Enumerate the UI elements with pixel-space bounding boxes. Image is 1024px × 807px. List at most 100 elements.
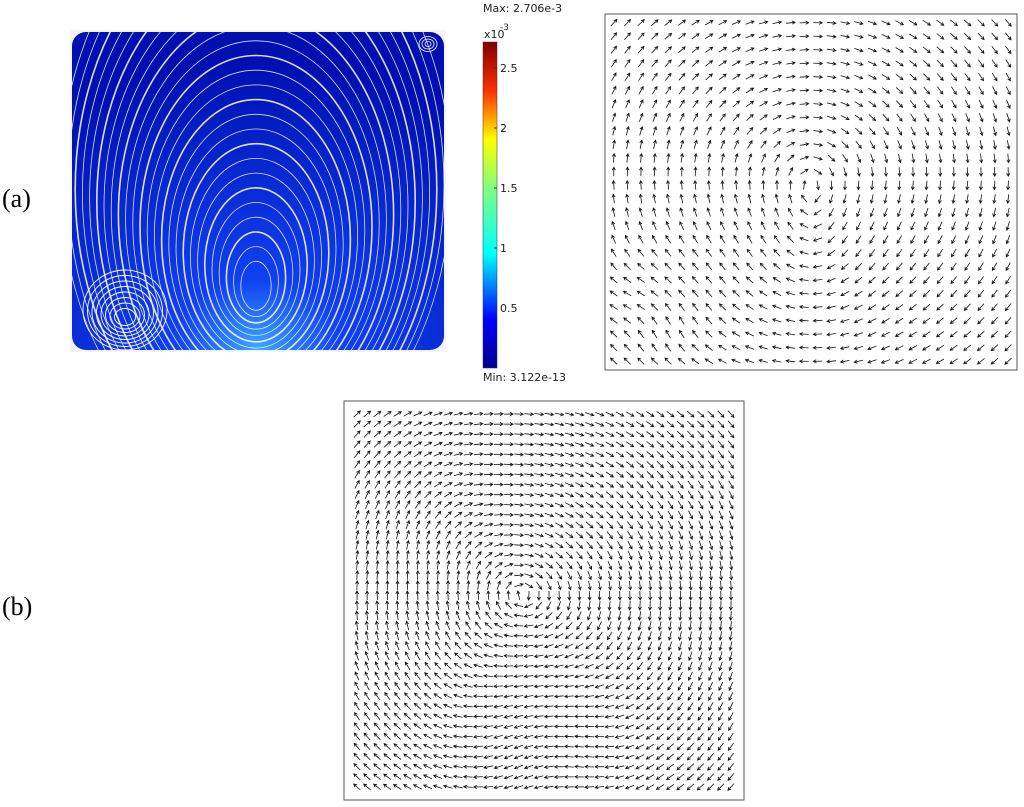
vector-arrow: [413, 764, 422, 770]
vector-arrow: [446, 569, 451, 580]
vector-arrow: [544, 422, 555, 427]
vector-arrow: [594, 764, 605, 769]
vector-arrow: [626, 491, 634, 499]
vector-arrow: [687, 480, 694, 490]
vector-arrow: [759, 74, 769, 80]
vector-arrow: [799, 20, 810, 25]
vector-arrow: [688, 550, 693, 561]
vector-arrow: [637, 520, 643, 530]
vector-arrow: [452, 774, 463, 779]
vector-arrow: [513, 744, 524, 750]
vector-arrow: [699, 550, 703, 561]
vector-arrow: [513, 633, 524, 638]
vector-arrow: [647, 661, 653, 671]
vector-arrow: [405, 640, 410, 651]
vector-arrow: [656, 692, 664, 701]
vector-arrow: [881, 47, 891, 53]
vector-arrow: [363, 440, 371, 448]
vector-arrow: [493, 663, 504, 668]
vector-arrow: [623, 317, 632, 324]
vector-arrow: [433, 471, 443, 478]
vector-arrow: [646, 490, 654, 499]
vector-arrow: [413, 431, 423, 437]
vector-arrow: [604, 734, 615, 739]
vector-arrow: [799, 155, 810, 160]
vector-arrow: [678, 276, 686, 284]
vector-arrow: [443, 703, 453, 709]
vector-arrow: [840, 75, 851, 80]
vector-arrow: [436, 559, 441, 570]
vector-arrow: [922, 46, 931, 54]
vector-arrow: [385, 519, 390, 530]
vector-arrow: [466, 590, 471, 600]
vector-arrow: [774, 207, 780, 217]
vector-arrow: [574, 442, 585, 447]
vector-arrow: [894, 359, 904, 364]
vector-arrow: [729, 570, 734, 581]
vector-arrow: [658, 560, 663, 571]
vector-arrow: [523, 634, 534, 638]
vector-arrow: [638, 570, 643, 581]
vector-arrow: [454, 502, 463, 508]
vector-arrow: [455, 620, 461, 630]
vector-arrow: [363, 450, 371, 459]
vector-arrow: [625, 714, 635, 719]
vector-arrow: [553, 764, 564, 769]
vector-arrow: [841, 249, 849, 257]
vector-arrow: [533, 674, 544, 679]
vector-arrow: [503, 694, 514, 699]
vector-arrow: [612, 139, 616, 150]
vector-arrow: [514, 452, 525, 457]
vector-arrow: [384, 671, 390, 681]
vector-arrow: [718, 47, 728, 53]
vector-arrow: [363, 763, 371, 771]
vector-arrow: [364, 691, 370, 701]
vector-arrow: [637, 59, 645, 68]
vector-arrow: [616, 501, 624, 509]
vector-arrow: [990, 357, 999, 365]
vector-arrow: [657, 500, 664, 510]
vector-arrow: [648, 580, 653, 591]
vector-arrow: [731, 331, 741, 337]
vector-arrow: [758, 20, 769, 25]
vector-arrow: [646, 421, 655, 428]
vector-arrow: [697, 430, 705, 439]
vector-arrow: [665, 329, 671, 339]
vector-arrow: [853, 346, 864, 351]
vector-arrow: [747, 207, 752, 217]
vector-arrow: [625, 99, 630, 109]
vector-arrow: [514, 422, 525, 427]
vector-arrow: [647, 611, 652, 621]
vector-arrow: [443, 462, 453, 467]
vector-arrow: [938, 126, 943, 137]
vector-arrow: [678, 641, 683, 652]
vector-arrow: [556, 601, 561, 611]
vector-arrow: [384, 470, 391, 479]
vector-arrow: [353, 440, 361, 448]
streamline: [240, 260, 272, 311]
vector-arrow: [584, 754, 595, 759]
vector-arrow: [605, 491, 614, 499]
vector-arrow: [666, 723, 674, 731]
vector-arrow: [385, 630, 389, 641]
vector-arrow: [374, 480, 381, 489]
vector-arrow: [403, 460, 412, 468]
vector-arrow: [637, 316, 645, 325]
vector-arrow: [472, 694, 483, 699]
vector-arrow: [624, 72, 631, 82]
vector-arrow: [729, 550, 734, 561]
vector-arrow: [895, 20, 905, 26]
vector-arrow: [617, 550, 623, 560]
vector-arrow: [651, 343, 658, 352]
vector-arrow: [759, 262, 767, 270]
vector-arrow: [355, 519, 360, 530]
vector-arrow: [364, 650, 370, 661]
vector-arrow: [624, 59, 631, 68]
vector-arrow: [728, 641, 733, 652]
vector-arrow: [609, 357, 618, 365]
vector-arrow: [657, 490, 664, 499]
vector-arrow: [586, 541, 593, 550]
vector-arrow: [483, 482, 494, 487]
vector-arrow: [628, 570, 633, 581]
vector-arrow: [584, 663, 594, 669]
